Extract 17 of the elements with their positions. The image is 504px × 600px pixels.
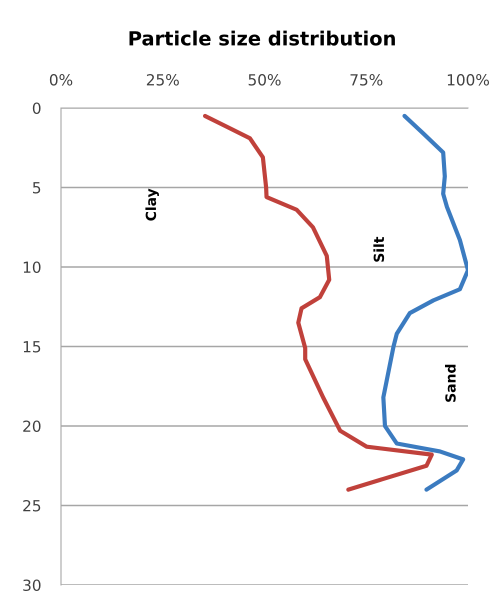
annotation: Clay xyxy=(145,188,159,221)
y-tick-label: 15 xyxy=(24,341,40,353)
y-tick-label: 30 xyxy=(23,579,41,592)
y-tick-label: 0 xyxy=(32,102,41,114)
line-series xyxy=(202,114,434,492)
x-tick-label: 50% xyxy=(248,74,281,86)
x-tick-label: 100% xyxy=(448,74,489,86)
y-tick-label: 10 xyxy=(24,261,41,274)
y-tick-label: 5 xyxy=(33,182,40,194)
chart-title: Particle size distribution xyxy=(130,30,395,46)
x-tick-label: 75% xyxy=(350,74,382,86)
y-tick-label: 20 xyxy=(23,420,41,432)
x-tick-label: 25% xyxy=(146,74,179,86)
x-tick-label: 0% xyxy=(50,74,72,86)
annotation: Silt xyxy=(373,236,384,262)
annotation: Sand xyxy=(445,364,456,402)
y-tick-label: 25 xyxy=(23,500,40,512)
